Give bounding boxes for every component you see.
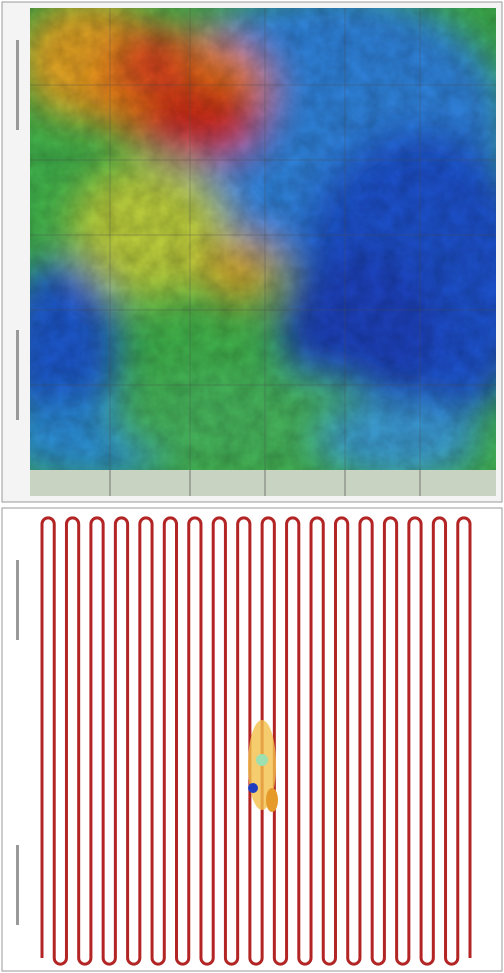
- map-footer: [30, 470, 496, 496]
- bathymetry-map: [0, 0, 504, 480]
- page: (() => { JSON.parse(document.getElementB…: [0, 0, 504, 973]
- figure: [0, 0, 504, 973]
